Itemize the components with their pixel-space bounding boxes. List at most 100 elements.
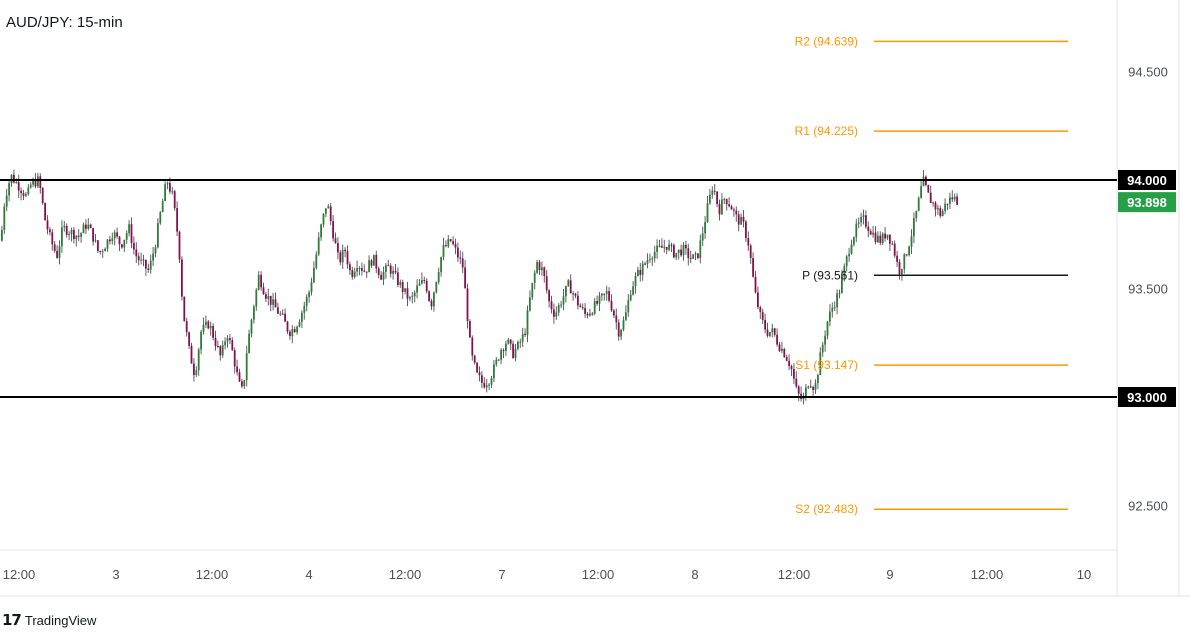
candle-body — [430, 300, 433, 307]
candle-body — [157, 223, 159, 248]
candle-body — [257, 274, 260, 290]
candle-body — [478, 372, 481, 376]
candle-body — [209, 325, 212, 329]
candle-body — [39, 176, 42, 188]
candle-body — [903, 254, 906, 270]
candle-body — [404, 288, 406, 292]
candle-body — [833, 307, 836, 309]
candle-body — [101, 251, 104, 253]
candle-body — [113, 232, 116, 239]
candle-body — [185, 321, 188, 333]
candle-body — [917, 197, 920, 211]
time-tick-label: 12:00 — [389, 567, 422, 582]
candle-body — [238, 372, 241, 382]
candle-body — [881, 233, 884, 243]
candle-body — [617, 322, 620, 337]
candle-body — [130, 224, 133, 244]
candle-body — [512, 343, 514, 358]
candle-body — [769, 332, 771, 336]
candle-body — [841, 276, 843, 293]
candle-body — [29, 184, 32, 188]
level-price-tag — [1118, 387, 1176, 407]
candle-body — [214, 337, 217, 347]
candle-body — [356, 268, 358, 272]
candle-body — [569, 280, 572, 294]
candle-body — [418, 283, 421, 286]
candle-body — [493, 364, 495, 379]
candle-body — [137, 256, 140, 261]
candle-body — [92, 228, 94, 242]
candle-body — [317, 237, 320, 255]
candle-body — [375, 254, 378, 269]
price-tick-label: 92.500 — [1128, 499, 1168, 514]
candle-body — [310, 282, 313, 293]
candle-body — [886, 234, 889, 239]
candle-body — [277, 307, 279, 314]
candle-body — [584, 308, 586, 314]
time-tick-label: 7 — [498, 567, 505, 582]
candle-body — [413, 292, 416, 297]
chart-title: AUD/JPY: 15-min — [6, 14, 123, 31]
candle-body — [377, 268, 380, 275]
candle-body — [517, 341, 519, 349]
candle-body — [183, 296, 186, 322]
candle-body — [778, 344, 781, 352]
candle-body — [332, 220, 334, 239]
candle-body — [320, 224, 322, 238]
candle-body — [884, 233, 886, 239]
candle-body — [178, 231, 181, 260]
candle-body — [161, 200, 164, 213]
candle-body — [644, 263, 646, 265]
candle-body — [747, 238, 750, 246]
candle-body — [785, 356, 788, 361]
candle-body — [380, 274, 382, 280]
candle-body — [212, 325, 214, 338]
candle-body — [953, 196, 956, 200]
candle-body — [15, 182, 18, 184]
candle-body — [795, 378, 798, 387]
candle-body — [723, 199, 726, 201]
candle-body — [166, 182, 169, 185]
candle-body — [481, 375, 483, 383]
candle-body — [889, 234, 891, 244]
candle-body — [399, 282, 402, 285]
candle-body — [879, 235, 882, 243]
candle-body — [452, 241, 454, 245]
candle-body — [293, 329, 296, 333]
candle-body — [8, 183, 10, 196]
candle-body — [845, 256, 848, 267]
candle-body — [327, 206, 330, 209]
price-axis[interactable]: 94.500 93.500 92.500 — [1128, 65, 1168, 514]
candle-body — [358, 268, 361, 270]
candle-body — [397, 272, 399, 285]
candle-body — [315, 254, 318, 268]
candle-body — [82, 224, 85, 234]
candle-body — [709, 194, 711, 204]
candle-body — [159, 212, 162, 224]
candle-body — [862, 215, 865, 218]
time-tick-label: 12:00 — [582, 567, 615, 582]
candle-body — [116, 232, 118, 237]
candle-body — [704, 222, 706, 234]
candle-body — [929, 192, 932, 203]
candle-body — [411, 296, 414, 298]
tradingview-logo[interactable]: 𝟭𝟳 TradingView — [2, 610, 96, 630]
candle-body — [675, 252, 678, 258]
time-axis[interactable]: 12:00 3 12:00 4 12:00 7 12:00 8 12:00 9 12:00 10 — [3, 567, 1092, 582]
candle-body — [296, 326, 298, 333]
candle-body — [245, 353, 248, 381]
candle-body — [286, 321, 289, 332]
candle-body — [605, 291, 608, 294]
time-tick-label: 4 — [305, 567, 312, 582]
candle-body — [836, 293, 838, 308]
candle-body — [913, 218, 915, 237]
candle-body — [855, 223, 858, 238]
candle-body — [685, 244, 687, 249]
candle-body — [649, 259, 651, 261]
candle-body — [56, 250, 58, 258]
candle-body — [857, 222, 860, 224]
candle-body — [46, 220, 49, 230]
candle-body — [248, 333, 250, 354]
